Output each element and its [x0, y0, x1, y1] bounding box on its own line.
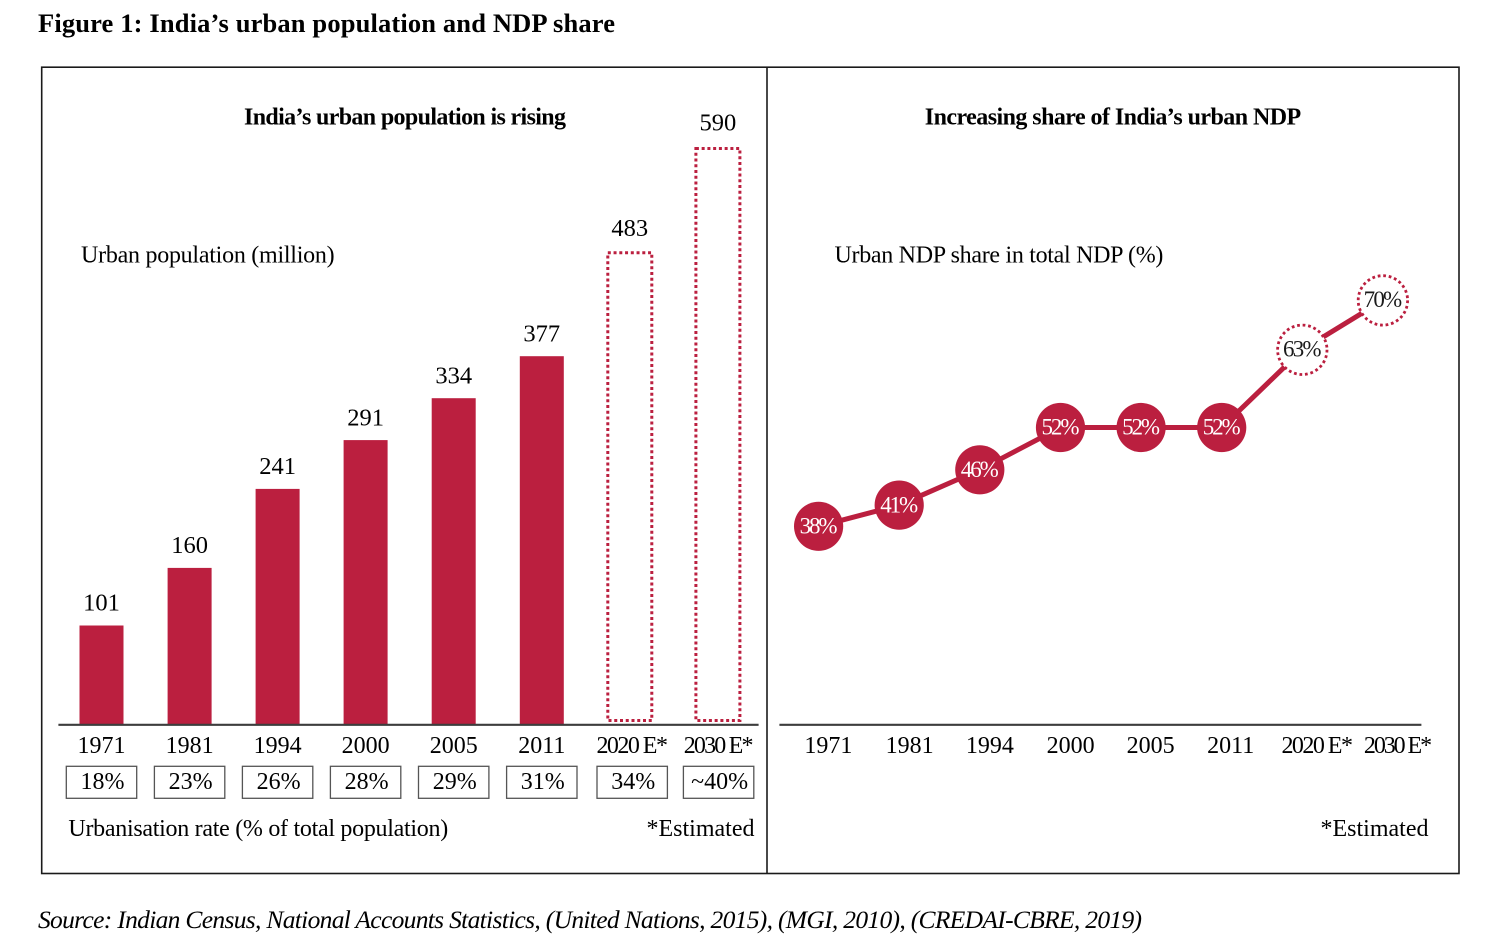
svg-text:34%: 34% — [611, 769, 655, 795]
svg-text:1971: 1971 — [78, 733, 126, 759]
svg-text:52%: 52% — [1203, 415, 1241, 440]
svg-text:Urbanisation rate (% of total: Urbanisation rate (% of total population… — [68, 816, 448, 842]
svg-text:160: 160 — [171, 532, 208, 559]
svg-text:590: 590 — [700, 110, 737, 137]
svg-text:52%: 52% — [1122, 415, 1160, 440]
svg-text:2000: 2000 — [342, 733, 390, 759]
svg-text:1981: 1981 — [166, 733, 214, 759]
svg-text:Figure 1: India’s urban popula: Figure 1: India’s urban population and N… — [38, 8, 615, 38]
svg-text:38%: 38% — [800, 514, 838, 539]
svg-text:18%: 18% — [81, 769, 125, 795]
svg-text:63%: 63% — [1283, 337, 1322, 362]
svg-text:Urban NDP share in total NDP (: Urban NDP share in total NDP (%) — [835, 242, 1164, 268]
svg-text:483: 483 — [611, 215, 648, 242]
svg-text:23%: 23% — [169, 769, 213, 795]
svg-text:2020 E*: 2020 E* — [1281, 733, 1353, 759]
svg-text:1994: 1994 — [966, 733, 1014, 759]
svg-text:334: 334 — [435, 362, 472, 389]
svg-text:52%: 52% — [1042, 415, 1080, 440]
svg-text:28%: 28% — [345, 769, 389, 795]
svg-text:241: 241 — [259, 453, 296, 480]
svg-text:2005: 2005 — [1127, 733, 1175, 759]
svg-text:26%: 26% — [257, 769, 301, 795]
svg-text:31%: 31% — [521, 769, 565, 795]
svg-text:1981: 1981 — [886, 733, 934, 759]
svg-text:101: 101 — [83, 590, 120, 617]
svg-text:Increasing share of India’s ur: Increasing share of India’s urban NDP — [925, 104, 1301, 130]
svg-text:2020 E*: 2020 E* — [596, 733, 668, 759]
svg-text:Source: Indian Census, Nationa: Source: Indian Census, National Accounts… — [38, 905, 1142, 934]
svg-text:2000: 2000 — [1047, 733, 1095, 759]
svg-text:1971: 1971 — [804, 733, 852, 759]
svg-text:70%: 70% — [1364, 287, 1403, 312]
svg-text:46%: 46% — [961, 457, 999, 482]
svg-text:~40%: ~40% — [691, 769, 748, 795]
svg-text:India’s urban population is ri: India’s urban population is rising — [244, 104, 566, 130]
svg-text:2011: 2011 — [518, 733, 565, 759]
svg-text:2011: 2011 — [1207, 733, 1254, 759]
svg-text:291: 291 — [347, 404, 384, 431]
svg-text:41%: 41% — [880, 492, 918, 517]
svg-text:2005: 2005 — [430, 733, 478, 759]
svg-text:29%: 29% — [433, 769, 477, 795]
svg-text:1994: 1994 — [254, 733, 302, 759]
svg-text:*Estimated: *Estimated — [1321, 816, 1429, 842]
svg-text:2030 E*: 2030 E* — [684, 733, 754, 759]
svg-text:Urban population (million): Urban population (million) — [81, 242, 335, 268]
svg-text:2030 E*: 2030 E* — [1364, 733, 1432, 759]
svg-text:377: 377 — [523, 320, 560, 347]
svg-text:*Estimated: *Estimated — [647, 816, 755, 842]
